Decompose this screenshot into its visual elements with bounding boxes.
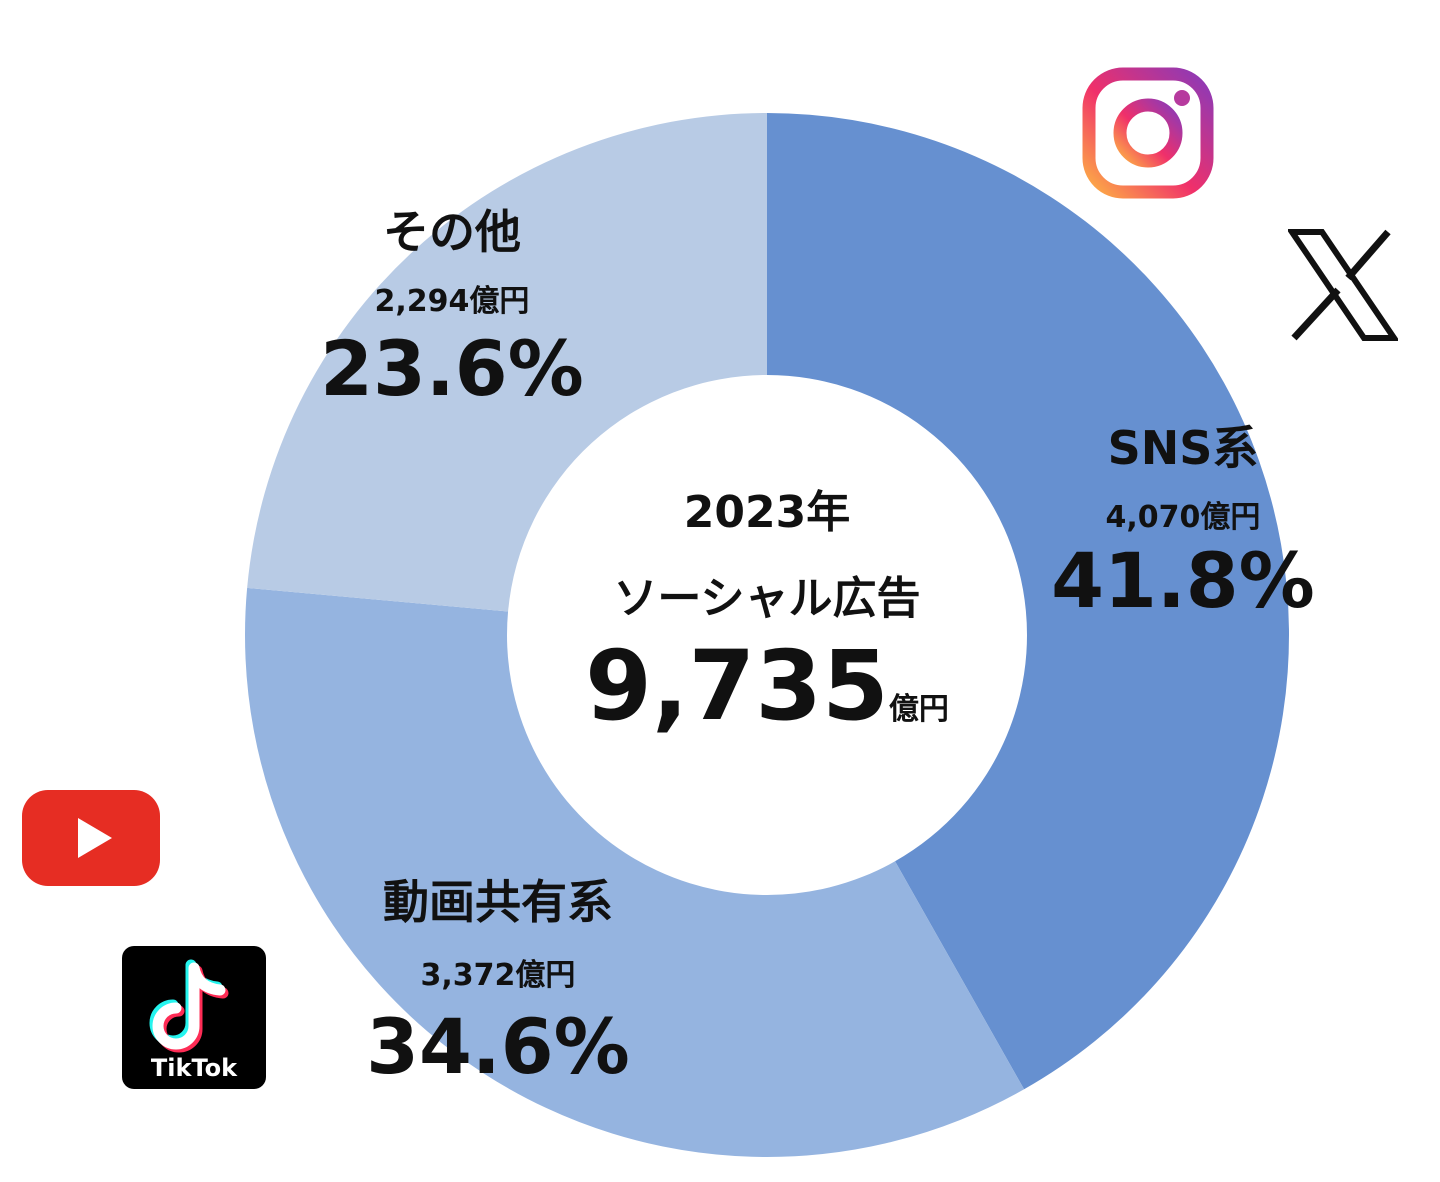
slice-label-other: その他 2,294億円 23.6%: [320, 196, 584, 413]
donut-slice-0: [767, 113, 1289, 1090]
tiktok-icon: TikTok: [122, 946, 266, 1089]
slice-amount: 2,294億円: [374, 284, 530, 319]
youtube-icon: [22, 790, 160, 886]
slice-label-sns: SNS系 4,070億円 41.8%: [1051, 412, 1315, 625]
slice-label-video: 動画共有系 3,372億円 34.6%: [366, 866, 630, 1091]
donut-slice-1: [244, 587, 1025, 1157]
slice-percent: 41.8%: [1051, 536, 1315, 625]
center-title: ソーシャル広告: [613, 573, 921, 624]
slice-amount: 4,070億円: [1105, 500, 1261, 535]
center-year: 2023年: [683, 487, 851, 538]
donut-slice-2: [247, 113, 767, 612]
slice-name: その他: [382, 205, 521, 259]
center-unit: 億円: [888, 692, 949, 727]
tiktok-wordmark: TikTok: [151, 1054, 238, 1082]
center-total: 9,735: [585, 630, 889, 742]
instagram-icon: [1082, 67, 1214, 199]
x-icon: [1288, 229, 1398, 341]
center-label: 2023年 ソーシャル広告 9,735億円: [585, 476, 949, 742]
slice-percent: 23.6%: [320, 324, 584, 413]
slice-name: SNS系: [1107, 421, 1259, 475]
slice-amount: 3,372億円: [420, 958, 576, 993]
slice-percent: 34.6%: [366, 1002, 630, 1091]
slice-name: 動画共有系: [382, 875, 613, 929]
